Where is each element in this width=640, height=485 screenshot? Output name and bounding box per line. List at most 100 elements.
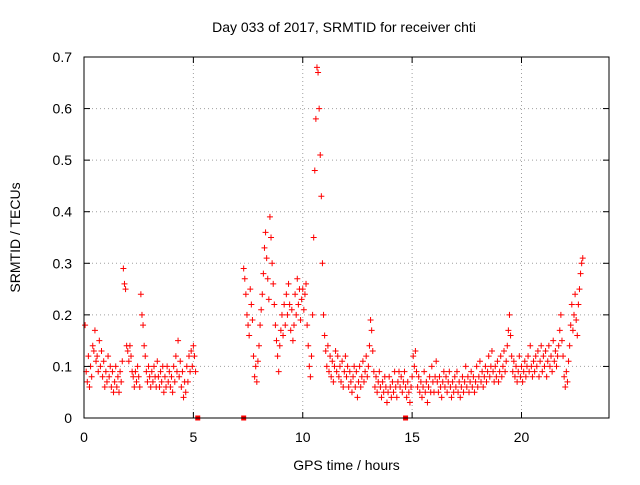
data-point [466,389,472,396]
data-point [169,389,176,396]
data-point [542,347,549,354]
data-point [189,363,196,370]
data-point [376,368,383,375]
data-point [97,363,104,370]
data-point [509,368,516,375]
data-point [506,311,513,318]
data-point [354,394,361,401]
data-point [385,389,392,396]
data-point [109,368,116,375]
data-point [157,368,164,375]
data-point [274,353,281,360]
data-point [299,286,306,293]
data-point [294,275,301,282]
data-point [335,373,342,380]
data-point [148,368,155,375]
plot-frame [83,56,610,419]
data-point [573,317,580,324]
data-point [113,384,120,391]
data-point [369,347,376,354]
data-point [496,368,503,375]
data-point [265,296,272,303]
data-point [278,311,285,318]
data-point [135,373,142,380]
data-point [261,244,268,251]
data-point [441,384,448,391]
data-point [388,394,395,401]
data-point [458,384,465,391]
data-point [145,363,152,370]
data-point [513,363,520,370]
data-point [324,342,331,349]
data-point [367,317,374,324]
data-point [249,317,256,324]
data-point [315,69,322,76]
data-point [190,342,197,349]
data-point [420,384,427,391]
data-point [268,234,275,241]
data-point [158,378,165,385]
data-point [98,347,105,354]
data-point [298,296,305,303]
grid-layer [84,57,609,418]
data-point [571,311,577,318]
data-point [85,353,92,360]
data-point [456,378,463,385]
data-point [505,327,512,334]
data-point [328,373,335,380]
data-point [403,394,410,401]
chart-title: Day 033 of 2017, SRMTID for receiver cht… [212,19,476,35]
data-point [273,337,280,344]
data-point [557,311,564,318]
data-point [377,384,384,391]
data-point [484,368,491,375]
data-point [518,363,525,370]
data-point [316,105,323,112]
data-point [342,353,349,360]
data-point [344,363,351,370]
data-point [560,353,567,360]
data-point [539,368,546,375]
data-point [329,358,336,365]
data-point [536,373,542,380]
data-point [187,368,194,375]
data-point [546,363,553,370]
data-point [511,373,518,380]
data-point [272,322,279,329]
data-point [251,373,258,380]
data-point [476,358,483,365]
data-point [519,378,526,385]
data-point [436,373,443,380]
data-point [399,389,406,396]
data-point [289,337,296,344]
data-point [176,373,183,380]
data-point [485,353,492,360]
data-point [479,368,486,375]
data-point [304,322,311,329]
data-point [525,353,532,360]
data-point [464,373,471,380]
data-point [126,342,133,349]
data-point [574,332,581,339]
data-point [448,394,455,401]
data-point [313,64,320,71]
data-point [86,384,93,391]
data-point [276,342,283,349]
data-point [366,342,373,349]
data-point [131,384,138,391]
data-point [168,373,175,380]
data-point [398,373,405,380]
data-point [501,347,507,354]
y-tick-label: 0.3 [53,255,73,271]
data-point [558,337,565,344]
data-point [550,337,557,344]
data-point [401,368,408,375]
data-point [166,368,173,375]
data-point [180,394,187,401]
data-point [283,291,290,298]
data-point [257,322,264,329]
data-point [116,389,122,396]
data-point [312,115,319,122]
